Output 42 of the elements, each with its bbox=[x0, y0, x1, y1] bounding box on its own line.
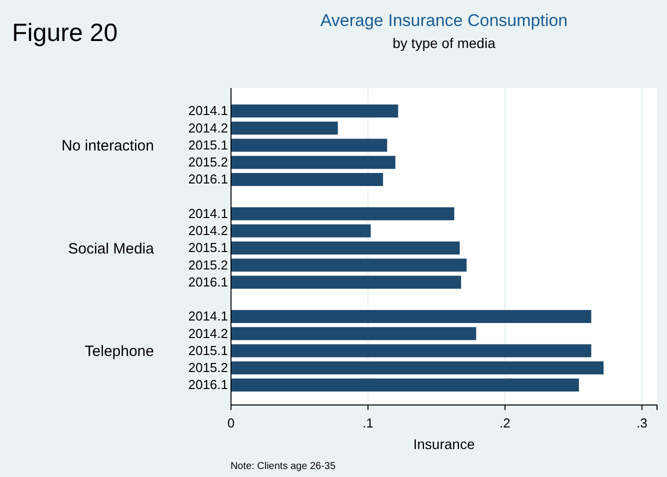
bar bbox=[231, 173, 384, 186]
x-tick-label: .1 bbox=[362, 415, 374, 430]
x-tick-label: 0 bbox=[227, 415, 235, 430]
bar bbox=[231, 138, 388, 152]
y-tick-label: 2016.1 bbox=[188, 172, 228, 187]
y-tick-label: 2016.1 bbox=[188, 377, 228, 392]
caption: Figure 20 bbox=[12, 19, 118, 47]
text: Telephone bbox=[84, 343, 154, 360]
chart-subtitle: by type of media bbox=[392, 35, 496, 51]
y-tick-label: 2015.2 bbox=[188, 257, 228, 272]
y-tick-label: 2015.1 bbox=[188, 342, 228, 358]
y-tick-label: 2015.2 bbox=[188, 154, 228, 170]
x-tick-label: .2 bbox=[500, 415, 510, 430]
bar bbox=[231, 344, 592, 358]
y-tick-label: 2014.1 bbox=[188, 308, 228, 324]
y-tick-label: 2016.1 bbox=[188, 274, 228, 290]
text: No interaction bbox=[61, 138, 154, 154]
bar bbox=[231, 122, 338, 135]
y-tick-label: 2014.2 bbox=[188, 223, 228, 238]
x-axis-title: Insurance bbox=[413, 436, 475, 452]
bar bbox=[231, 361, 604, 374]
bar bbox=[231, 242, 460, 254]
y-tick-label: 2014.1 bbox=[188, 103, 228, 118]
bar bbox=[231, 156, 396, 169]
y-tick-label: 2015.1 bbox=[188, 137, 228, 152]
bar bbox=[231, 207, 454, 220]
bar bbox=[231, 258, 467, 272]
bar bbox=[231, 276, 462, 289]
y-tick-label: 2014.2 bbox=[188, 326, 228, 341]
x-tick-label: .3 bbox=[636, 415, 648, 430]
y-tick-label: 2015.1 bbox=[188, 240, 228, 256]
bar bbox=[231, 378, 579, 392]
bar bbox=[231, 104, 398, 118]
y-tick-label: 2014.2 bbox=[188, 120, 228, 136]
y-tick-label: 2015.2 bbox=[188, 360, 228, 376]
text: Note: Clients age 26-35 bbox=[230, 461, 336, 472]
y-tick-label: 2014.1 bbox=[188, 206, 228, 221]
text: Social Media bbox=[68, 240, 155, 258]
chart-title: Average Insurance Consumption bbox=[320, 11, 568, 30]
bar bbox=[231, 310, 592, 323]
bar bbox=[231, 327, 476, 340]
bar bbox=[231, 224, 371, 238]
